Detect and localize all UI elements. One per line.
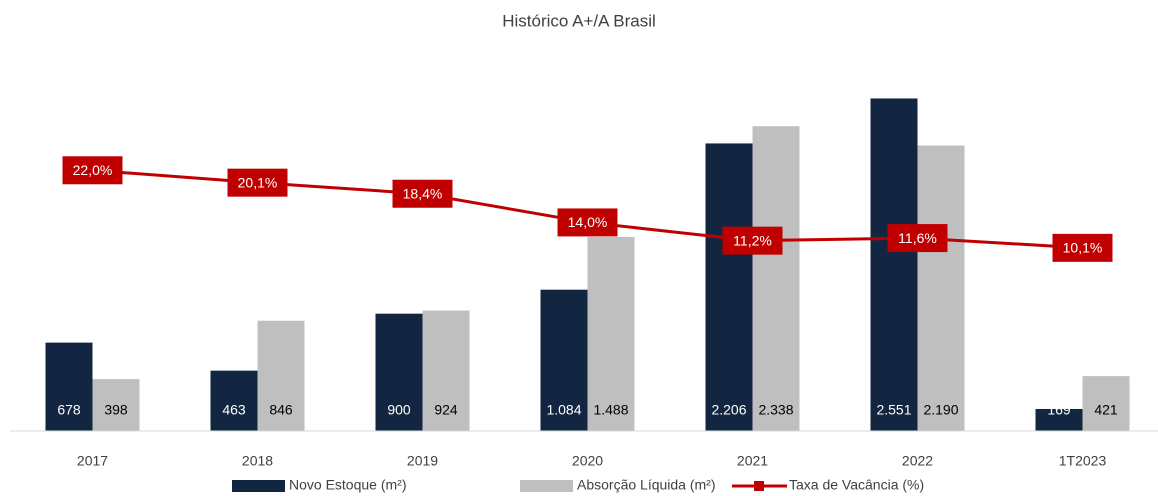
bar (917, 145, 965, 431)
data-label: 2.206 (711, 402, 746, 418)
data-label-box (62, 156, 123, 185)
bar (540, 289, 588, 431)
legend-marker (754, 481, 764, 491)
data-label-box (1052, 233, 1113, 262)
data-label: 11,6% (898, 230, 937, 246)
data-label: 1.084 (546, 402, 581, 418)
data-label: 1.488 (593, 402, 628, 418)
bar (1082, 376, 1130, 431)
data-label: 463 (222, 402, 246, 418)
data-label: 20,1% (238, 174, 278, 190)
bar (45, 342, 93, 431)
bar (1035, 408, 1083, 431)
data-label: 2.338 (758, 402, 793, 418)
data-label: 421 (1094, 402, 1118, 418)
legend-label: Novo Estoque (m²) (289, 477, 406, 493)
x-tick-label: 2017 (77, 453, 108, 469)
x-tick-label: 2020 (572, 453, 603, 469)
bar (422, 310, 470, 431)
x-tick-label: 2021 (737, 453, 768, 469)
data-label: 924 (434, 402, 458, 418)
bar (870, 98, 918, 432)
data-label: 14,0% (568, 214, 608, 230)
x-tick-label: 2018 (242, 453, 273, 469)
data-label: 2.190 (923, 402, 958, 418)
data-label: 18,4% (403, 185, 443, 201)
legend-label: Taxa de Vacância (%) (789, 477, 924, 493)
data-label: 10,1% (1063, 240, 1103, 256)
x-tick-label: 2022 (902, 453, 933, 469)
data-label-box (722, 226, 783, 255)
data-label: 678 (57, 402, 81, 418)
data-label: 22,0% (73, 162, 113, 178)
data-label: 846 (269, 402, 293, 418)
bar (752, 126, 800, 431)
data-label: 398 (104, 402, 128, 418)
data-label: 2.551 (876, 402, 911, 418)
legend-swatch (520, 480, 573, 492)
bar (257, 320, 305, 431)
data-label-box (392, 179, 453, 208)
legend-swatch (232, 480, 285, 492)
chart-title: Histórico A+/A Brasil (502, 11, 656, 30)
bar (210, 370, 258, 431)
data-label-box (227, 168, 288, 197)
x-tick-label: 2019 (407, 453, 438, 469)
data-label-box (557, 208, 618, 237)
data-label-box (887, 224, 948, 253)
bar (375, 313, 423, 431)
x-tick-label: 1T2023 (1059, 453, 1107, 469)
data-label: 11,2% (733, 232, 772, 248)
data-label: 900 (387, 402, 411, 418)
bar (705, 143, 753, 432)
bar (92, 379, 140, 431)
data-label: 169 (1047, 402, 1071, 418)
legend-label: Absorção Líquida (m²) (577, 477, 716, 493)
bar (587, 237, 635, 431)
